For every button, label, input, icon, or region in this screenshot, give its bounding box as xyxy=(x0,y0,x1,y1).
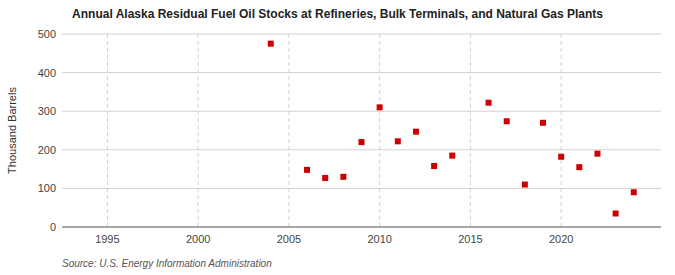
x-tick-label: 1995 xyxy=(95,233,119,245)
x-tick-label: 2020 xyxy=(549,233,573,245)
title: Annual Alaska Residual Fuel Oil Stocks a… xyxy=(72,7,603,21)
point xyxy=(504,118,510,124)
x-grid-line xyxy=(561,34,562,227)
grid xyxy=(62,34,661,227)
y-tick-label: 200 xyxy=(38,144,56,156)
y-grid-line xyxy=(62,72,661,73)
y-tick-label: 400 xyxy=(38,67,56,79)
point xyxy=(449,153,455,159)
point xyxy=(594,151,600,157)
x-axis-line xyxy=(62,227,661,228)
y-tick-label: 0 xyxy=(50,221,56,233)
chart: Annual Alaska Residual Fuel Oil Stocks a… xyxy=(0,0,675,275)
point xyxy=(395,138,401,144)
y-axis-label: Thousand Barrels xyxy=(6,87,18,174)
point xyxy=(377,104,383,110)
point xyxy=(359,139,365,145)
point xyxy=(431,163,437,169)
x-grid-line xyxy=(107,34,108,227)
point xyxy=(413,129,419,135)
point xyxy=(576,164,582,170)
y-tick-label: 500 xyxy=(38,28,56,40)
x-grid-line xyxy=(379,34,380,227)
point xyxy=(631,189,637,195)
y-grid-line xyxy=(62,149,661,150)
y-tick-label: 100 xyxy=(38,182,56,194)
point xyxy=(340,174,346,180)
point xyxy=(558,154,564,160)
point xyxy=(304,167,310,173)
point xyxy=(486,100,492,106)
x-grid-line xyxy=(470,34,471,227)
point xyxy=(268,41,274,47)
source-note: Source: U.S. Energy Information Administ… xyxy=(62,258,272,269)
y-grid-line xyxy=(62,227,661,228)
y-grid-line xyxy=(62,34,661,35)
point xyxy=(322,175,328,181)
point xyxy=(522,182,528,188)
x-tick-label: 2010 xyxy=(367,233,391,245)
x-tick-label: 2015 xyxy=(458,233,482,245)
y-tick-label: 300 xyxy=(38,105,56,117)
x-grid-line xyxy=(198,34,199,227)
y-grid-line xyxy=(62,188,661,189)
x-tick-label: 2005 xyxy=(277,233,301,245)
y-grid-line xyxy=(62,111,661,112)
points xyxy=(268,41,637,217)
point xyxy=(540,120,546,126)
x-tick-label: 2000 xyxy=(186,233,210,245)
x-grid-line xyxy=(288,34,289,227)
point xyxy=(613,210,619,216)
